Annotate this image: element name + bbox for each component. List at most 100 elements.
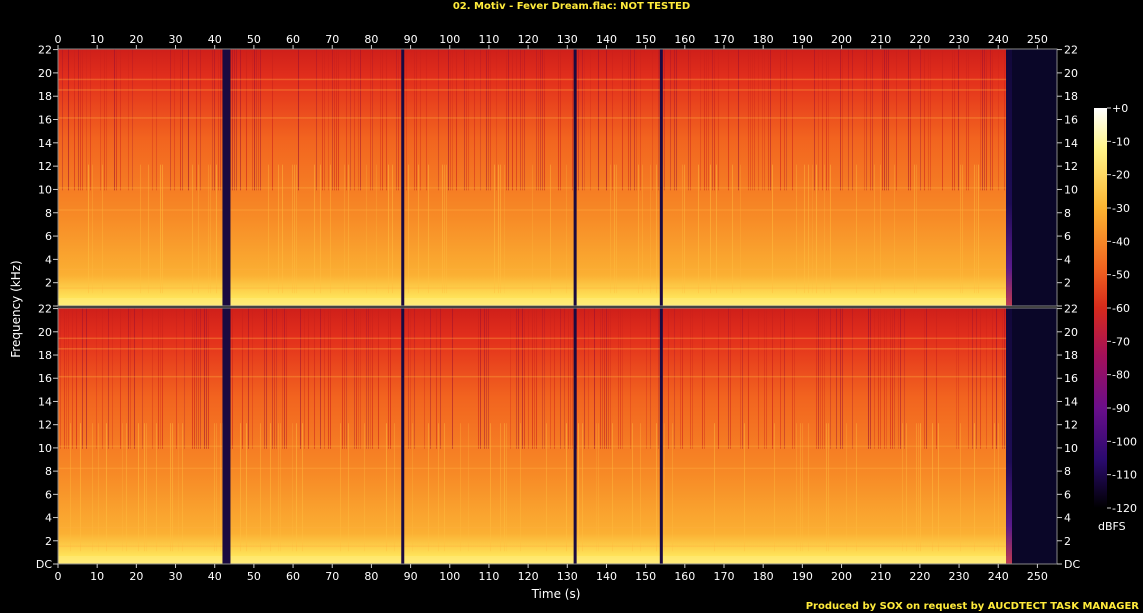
spectrum-tail-dark — [1012, 308, 1057, 564]
x-tick-label: 220 — [909, 570, 930, 583]
y-axis-label: Frequency (kHz) — [9, 260, 23, 357]
y-tick-label: 22 — [1064, 44, 1078, 57]
y-tick-label: 20 — [1064, 326, 1078, 339]
y-tick-label: 2 — [45, 277, 52, 290]
y-tick-label: 6 — [45, 230, 52, 243]
y-tick-label: 18 — [38, 90, 52, 103]
x-tick-label: 90 — [404, 570, 418, 583]
x-tick-label: 180 — [753, 33, 774, 46]
spectrum-low-band — [58, 298, 1007, 306]
x-tick-label: 200 — [831, 570, 852, 583]
dropout-band — [659, 49, 663, 306]
dropout-band — [401, 49, 405, 306]
y-tick-label: 12 — [38, 419, 52, 432]
x-tick-label: 30 — [169, 570, 183, 583]
x-tick-label: 20 — [129, 570, 143, 583]
spectrum-fill — [58, 49, 1007, 306]
x-tick-label: 60 — [286, 570, 300, 583]
plot-frame — [57, 307, 1058, 565]
y-tick-label: 14 — [1064, 395, 1078, 408]
x-tick-label: 130 — [557, 570, 578, 583]
colorbar-tick-label: -120 — [1112, 502, 1137, 515]
y-tick-label: 8 — [45, 207, 52, 220]
x-tick-label: 210 — [870, 33, 891, 46]
x-tick-label: 130 — [557, 33, 578, 46]
chart-title: 02. Motiv - Fever Dream.flac: NOT TESTED — [452, 1, 691, 12]
y-tick-label: 4 — [45, 253, 52, 266]
colorbar-tick-label: -90 — [1112, 402, 1130, 415]
dropout-band — [401, 308, 405, 564]
x-tick-label: 30 — [169, 33, 183, 46]
y-tick-label: 22 — [38, 44, 52, 57]
dropout-band — [222, 49, 231, 306]
dropout-band — [573, 49, 577, 306]
spectrum-texture — [58, 308, 1007, 552]
y-tick-label: 22 — [1064, 303, 1078, 316]
x-tick-label: 70 — [325, 33, 339, 46]
x-tick-label: 120 — [518, 570, 539, 583]
x-tick-label: 0 — [55, 33, 62, 46]
colorbar-tick-label: -20 — [1112, 169, 1130, 182]
y-tick-label: 8 — [45, 465, 52, 478]
colorbar-tick-label: -100 — [1112, 435, 1137, 448]
y-tick-label: 20 — [38, 326, 52, 339]
y-tick-label: 2 — [45, 535, 52, 548]
y-tick-label: DC — [36, 558, 52, 571]
y-tick-label: 22 — [38, 303, 52, 316]
y-tick-label: 6 — [1064, 488, 1071, 501]
y-tick-label: 14 — [38, 395, 52, 408]
y-tick-label: 12 — [1064, 419, 1078, 432]
dropout-band — [659, 308, 663, 564]
y-tick-label: 20 — [38, 67, 52, 80]
y-tick-label: 16 — [1064, 114, 1078, 127]
x-tick-label: 140 — [596, 570, 617, 583]
y-tick-label: 2 — [1064, 277, 1071, 290]
y-tick-label: 14 — [38, 137, 52, 150]
y-tick-label: 18 — [38, 349, 52, 362]
x-tick-label: 110 — [478, 570, 499, 583]
x-tick-label: 50 — [247, 33, 261, 46]
y-tick-label: 10 — [38, 442, 52, 455]
y-tick-label: 4 — [1064, 512, 1071, 525]
x-tick-label: 10 — [90, 570, 104, 583]
x-tick-label: 40 — [208, 33, 222, 46]
colorbar-tick-label: -40 — [1112, 235, 1130, 248]
x-tick-label: 190 — [792, 33, 813, 46]
y-tick-label: 18 — [1064, 90, 1078, 103]
x-tick-label: 230 — [949, 33, 970, 46]
y-tick-label: 2 — [1064, 535, 1071, 548]
y-tick-label: 4 — [45, 512, 52, 525]
colorbar-tick-label: -60 — [1112, 302, 1130, 315]
y-tick-label: 16 — [38, 114, 52, 127]
y-tick-label: 12 — [38, 160, 52, 173]
dropout-band — [222, 308, 231, 564]
x-tick-label: 250 — [1027, 33, 1048, 46]
x-tick-label: 60 — [286, 33, 300, 46]
x-tick-label: 210 — [870, 570, 891, 583]
x-tick-label: 250 — [1027, 570, 1048, 583]
y-tick-label: 10 — [1064, 442, 1078, 455]
plot-frame — [57, 48, 1058, 307]
channel-panel-2 — [57, 307, 1058, 565]
x-tick-label: 190 — [792, 570, 813, 583]
x-tick-label: 160 — [674, 570, 695, 583]
x-tick-label: 120 — [518, 33, 539, 46]
x-axis-label: Time (s) — [531, 587, 581, 601]
y-tick-label: 6 — [45, 488, 52, 501]
x-tick-label: 10 — [90, 33, 104, 46]
x-tick-label: 140 — [596, 33, 617, 46]
x-tick-label: 240 — [988, 33, 1009, 46]
colorbar-tick-label: +0 — [1112, 102, 1128, 115]
y-tick-label: 8 — [1064, 465, 1071, 478]
y-tick-label: 16 — [1064, 372, 1078, 385]
x-tick-label: 100 — [439, 33, 460, 46]
x-tick-label: 0 — [55, 570, 62, 583]
spectrum-tail-dark — [1012, 49, 1057, 306]
x-tick-label: 110 — [478, 33, 499, 46]
y-tick-label: 4 — [1064, 253, 1071, 266]
y-tick-label: 14 — [1064, 137, 1078, 150]
y-tick-label: 12 — [1064, 160, 1078, 173]
dropout-band — [573, 308, 577, 564]
colorbar-tick-label: -30 — [1112, 202, 1130, 215]
